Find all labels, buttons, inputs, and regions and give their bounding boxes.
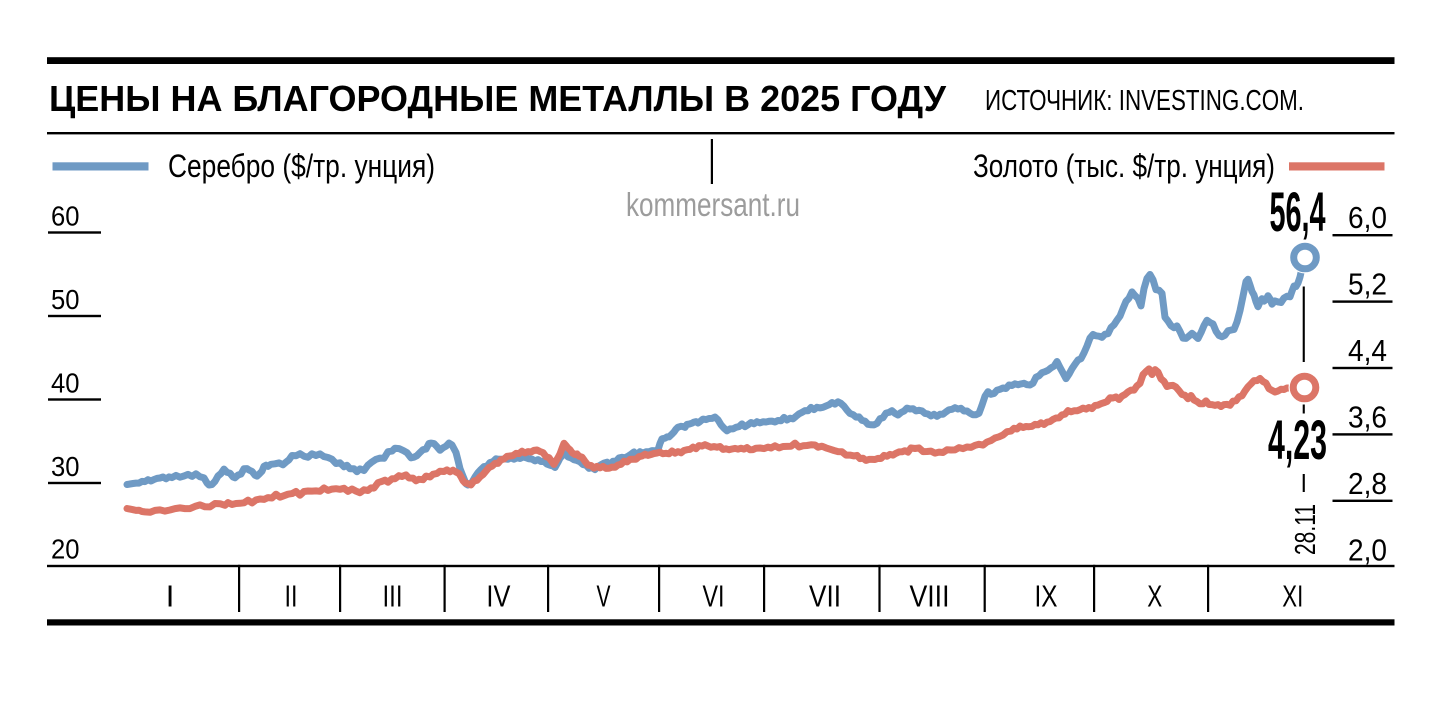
svg-text:Серебро ($/тр. унция): Серебро ($/тр. унция) [168, 148, 435, 184]
svg-text:kommersant.ru: kommersant.ru [626, 187, 800, 224]
svg-text:60: 60 [51, 201, 80, 232]
svg-text:28.11: 28.11 [1290, 504, 1322, 555]
svg-text:6,0: 6,0 [1348, 200, 1387, 235]
svg-text:II: II [285, 578, 298, 613]
svg-text:30: 30 [51, 451, 80, 482]
svg-text:2,0: 2,0 [1348, 533, 1387, 568]
svg-text:IV: IV [486, 578, 510, 613]
svg-text:VI: VI [703, 578, 725, 613]
svg-text:40: 40 [51, 368, 80, 399]
svg-text:20: 20 [51, 534, 80, 565]
svg-text:3,6: 3,6 [1348, 400, 1387, 435]
svg-text:ЦЕНЫ НА БЛАГОРОДНЫЕ МЕТАЛЛЫ В: ЦЕНЫ НА БЛАГОРОДНЫЕ МЕТАЛЛЫ В 2025 ГОДУ [49, 78, 947, 119]
svg-text:III: III [383, 578, 403, 613]
svg-text:Золото (тыс. $/тр. унция): Золото (тыс. $/тр. унция) [973, 148, 1275, 184]
svg-text:56,4: 56,4 [1270, 181, 1326, 243]
svg-text:ИСТОЧНИК: INVESTING.COM.: ИСТОЧНИК: INVESTING.COM. [985, 85, 1304, 117]
svg-text:VIII: VIII [910, 578, 950, 613]
svg-text:I: I [166, 578, 175, 613]
svg-text:2,8: 2,8 [1348, 466, 1387, 501]
svg-text:VII: VII [809, 578, 841, 613]
svg-text:XI: XI [1282, 578, 1303, 613]
svg-text:V: V [597, 578, 611, 613]
svg-text:IX: IX [1035, 578, 1058, 613]
svg-text:X: X [1147, 578, 1162, 613]
svg-text:4,23: 4,23 [1268, 409, 1327, 471]
svg-text:50: 50 [51, 284, 80, 315]
svg-text:4,4: 4,4 [1348, 333, 1387, 368]
svg-text:5,2: 5,2 [1348, 267, 1387, 302]
